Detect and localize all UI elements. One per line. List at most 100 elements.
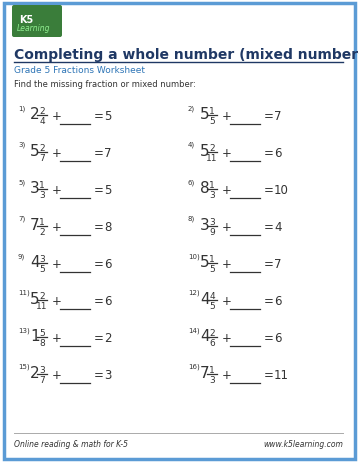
Text: 3: 3: [30, 181, 40, 195]
Text: 4: 4: [209, 291, 215, 300]
Text: 4): 4): [188, 142, 195, 148]
Text: Online reading & math for K-5: Online reading & math for K-5: [14, 439, 128, 448]
Text: 2: 2: [104, 332, 112, 344]
Text: 3: 3: [39, 191, 45, 200]
Text: Learning: Learning: [17, 24, 51, 33]
Text: 1: 1: [209, 365, 215, 374]
Text: 6): 6): [188, 179, 195, 185]
Text: 1: 1: [209, 255, 215, 263]
Text: 7: 7: [274, 110, 281, 123]
Text: =: =: [264, 294, 274, 307]
Text: +: +: [52, 294, 62, 307]
Text: 11: 11: [206, 154, 218, 163]
Text: 8: 8: [39, 338, 45, 347]
Text: 6: 6: [209, 338, 215, 347]
Text: 5: 5: [209, 301, 215, 310]
Text: 4: 4: [200, 328, 210, 343]
Text: =: =: [264, 110, 274, 123]
Text: Grade 5 Fractions Worksheet: Grade 5 Fractions Worksheet: [14, 66, 145, 75]
Text: +: +: [222, 332, 232, 344]
Text: 5: 5: [209, 264, 215, 274]
Text: 1: 1: [209, 181, 215, 189]
Text: =: =: [264, 147, 274, 160]
Text: =: =: [94, 184, 104, 197]
Text: 2: 2: [30, 107, 39, 122]
Text: +: +: [222, 257, 232, 270]
Text: 6: 6: [274, 294, 281, 307]
Text: +: +: [222, 147, 232, 160]
Text: 16): 16): [188, 363, 200, 369]
Text: 1: 1: [30, 328, 39, 343]
Text: 3: 3: [209, 191, 215, 200]
Text: 2: 2: [30, 365, 39, 380]
Text: 5: 5: [200, 107, 210, 122]
Text: 3: 3: [39, 365, 45, 374]
Text: 13): 13): [18, 326, 30, 333]
Text: 3: 3: [209, 375, 215, 384]
Text: +: +: [222, 184, 232, 197]
Text: 3: 3: [209, 218, 215, 226]
Text: 9: 9: [209, 227, 215, 237]
Text: 2: 2: [39, 291, 45, 300]
Text: K5: K5: [19, 15, 33, 25]
Text: 11: 11: [36, 301, 48, 310]
Text: 8): 8): [188, 216, 195, 222]
Text: =: =: [94, 294, 104, 307]
Text: 9): 9): [18, 252, 25, 259]
Text: 2: 2: [209, 328, 215, 337]
Text: 4: 4: [200, 291, 210, 307]
Text: 1): 1): [18, 105, 25, 111]
Text: 4: 4: [30, 255, 39, 269]
Text: 3: 3: [39, 255, 45, 263]
Text: =: =: [264, 184, 274, 197]
Text: 6: 6: [104, 294, 112, 307]
Text: 12): 12): [188, 289, 200, 296]
Text: 1: 1: [39, 218, 45, 226]
Text: 7: 7: [200, 365, 210, 380]
Text: 7: 7: [39, 154, 45, 163]
Text: 11): 11): [18, 289, 30, 296]
Text: =: =: [94, 257, 104, 270]
Text: 6: 6: [274, 147, 281, 160]
Text: =: =: [94, 368, 104, 381]
Text: +: +: [52, 110, 62, 123]
Text: +: +: [222, 110, 232, 123]
Text: 8: 8: [104, 220, 111, 233]
Text: =: =: [264, 368, 274, 381]
FancyBboxPatch shape: [12, 6, 62, 38]
Text: +: +: [52, 184, 62, 197]
Text: 15): 15): [18, 363, 30, 369]
Text: +: +: [52, 332, 62, 344]
Text: 8: 8: [200, 181, 210, 195]
Text: www.k5learning.com: www.k5learning.com: [263, 439, 343, 448]
Text: 6: 6: [274, 332, 281, 344]
Text: +: +: [222, 368, 232, 381]
Text: 6: 6: [104, 257, 112, 270]
Text: +: +: [52, 220, 62, 233]
Text: 5: 5: [30, 144, 39, 159]
Text: +: +: [52, 147, 62, 160]
Text: 5): 5): [18, 179, 25, 185]
Text: 3: 3: [200, 218, 210, 232]
Text: 5: 5: [39, 328, 45, 337]
Text: Completing a whole number (mixed numbers): Completing a whole number (mixed numbers…: [14, 48, 359, 62]
Text: 5: 5: [200, 144, 210, 159]
Text: 5: 5: [39, 264, 45, 274]
Text: 5: 5: [209, 117, 215, 126]
Text: 11: 11: [274, 368, 289, 381]
Text: +: +: [52, 368, 62, 381]
Text: 10): 10): [188, 252, 200, 259]
Text: Find the missing fraction or mixed number:: Find the missing fraction or mixed numbe…: [14, 80, 196, 89]
Text: 1: 1: [209, 107, 215, 116]
Text: 3: 3: [104, 368, 111, 381]
Text: +: +: [222, 294, 232, 307]
Text: 2: 2: [39, 227, 45, 237]
Text: 5: 5: [104, 184, 111, 197]
Text: 2: 2: [209, 144, 215, 153]
Text: 4: 4: [274, 220, 281, 233]
Text: 7: 7: [30, 218, 39, 232]
Text: =: =: [94, 147, 104, 160]
Text: 10: 10: [274, 184, 289, 197]
Text: 2: 2: [39, 144, 45, 153]
Text: =: =: [264, 332, 274, 344]
